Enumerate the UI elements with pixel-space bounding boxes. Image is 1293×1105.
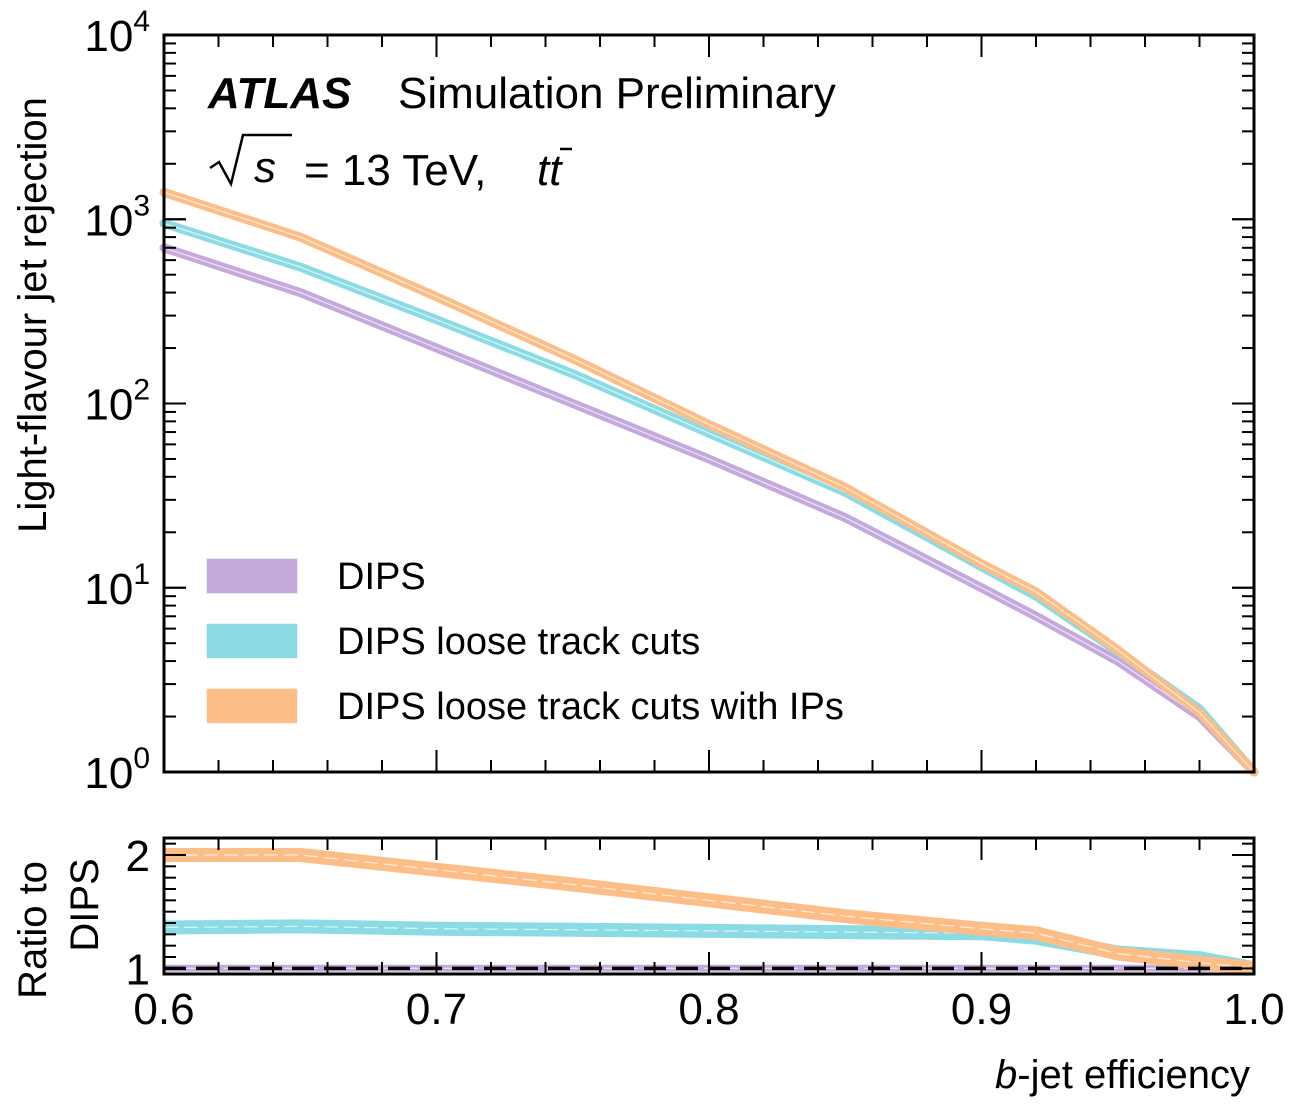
legend-swatch-0: [205, 557, 299, 595]
ratio-ylabel-line2: DIPS: [63, 858, 107, 951]
xlabel: b-jet efficiency: [995, 1053, 1250, 1097]
ratio-line-2: [164, 848, 1255, 976]
svg-text:s: s: [254, 143, 276, 192]
main-ylabel: Light-flavour jet rejection: [11, 97, 55, 533]
legend: DIPS DIPS loose track cuts DIPS loose trac…: [205, 556, 844, 728]
y-tick-label: 101: [84, 558, 150, 614]
ratio-y-tick-label: 1: [126, 945, 150, 994]
atlas-label: ATLAS: [207, 69, 351, 118]
x-tick-label: 0.9: [951, 985, 1012, 1034]
simulation-label: Simulation Preliminary: [398, 69, 836, 118]
sqrt-s-symbol: s: [209, 133, 292, 192]
legend-swatch-2: [205, 687, 299, 725]
legend-label-2: DIPS loose track cuts with IPs: [337, 686, 844, 728]
series-line-highlight-0: [163, 247, 1255, 773]
y-tick-label: 102: [84, 374, 150, 430]
legend-label-0: DIPS: [337, 556, 426, 598]
y-tick-label: 100: [84, 742, 150, 798]
y-tick-label: 103: [84, 189, 150, 245]
y-tick-label: 104: [84, 5, 150, 61]
annotations: ATLAS Simulation Preliminary s = 13 TeV,…: [207, 69, 836, 195]
x-tick-label: 0.8: [678, 985, 739, 1034]
x-tick-label: 0.6: [133, 985, 194, 1034]
x-tick-label: 0.7: [406, 985, 467, 1034]
series-line-highlight-2: [163, 191, 1255, 773]
ratio-ylabel-line1: Ratio to: [11, 861, 55, 999]
ratio-y-tick-label: 2: [126, 832, 150, 881]
legend-label-1: DIPS loose track cuts: [337, 621, 700, 663]
energy-label: = 13 TeV,: [304, 146, 486, 195]
ratio-panel: 0.6 0.7 0.8 0.9 1.0 1 2: [126, 832, 1285, 1034]
main-panel: 100 101 102 103 104: [84, 5, 1259, 798]
x-tick-label: 1.0: [1223, 985, 1284, 1034]
sample-label: tt: [537, 146, 563, 195]
ratio-line-highlight-2: [164, 854, 1255, 969]
legend-swatch-1: [205, 622, 299, 660]
axis-titles: Light-flavour jet rejection Ratio to DIP…: [11, 97, 1250, 1097]
